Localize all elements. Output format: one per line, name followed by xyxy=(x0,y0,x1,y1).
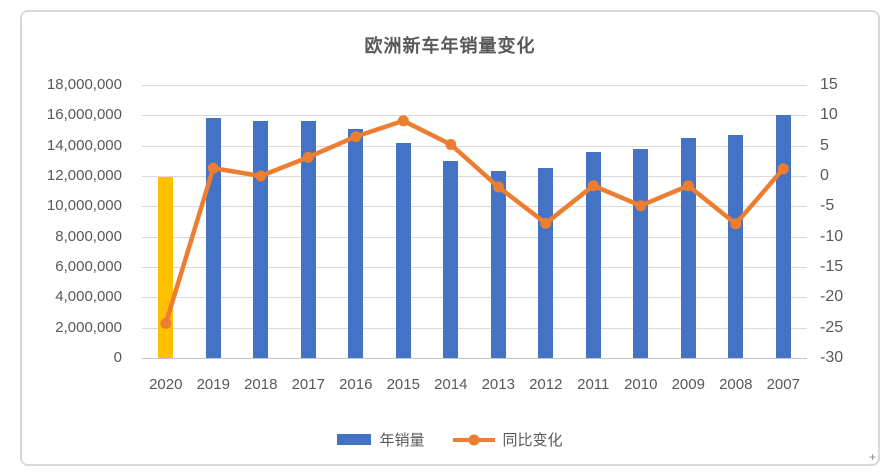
x-axis-label-2017: 2017 xyxy=(291,376,325,393)
right-axis-tick-label: 10 xyxy=(820,106,838,124)
left-axis-tick-label: 6,000,000 xyxy=(55,258,122,275)
right-axis-tick-label: 15 xyxy=(820,76,838,93)
x-axis-line xyxy=(142,358,807,359)
line-marker-2009 xyxy=(682,180,694,192)
right-axis-tick-label: -5 xyxy=(820,197,835,215)
bar-2015 xyxy=(395,142,411,358)
line-marker-2013 xyxy=(492,181,504,193)
line-marker-2020 xyxy=(160,317,172,329)
bar-2016 xyxy=(348,128,364,358)
line-series-swatch xyxy=(452,434,495,445)
gridline xyxy=(142,297,807,299)
right-axis-tick-label: -10 xyxy=(820,227,844,245)
gridline xyxy=(142,327,807,329)
left-axis-tick-label: 12,000,000 xyxy=(46,167,122,184)
left-axis-tick-label: 16,000,000 xyxy=(46,106,122,124)
legend-label-yoy: 同比变化 xyxy=(502,432,563,449)
bar-2014 xyxy=(443,160,459,358)
x-axis-label-2010: 2010 xyxy=(624,376,658,393)
line-marker-2016 xyxy=(350,131,362,143)
x-axis-label-2020: 2020 xyxy=(149,376,183,393)
gridline xyxy=(142,267,807,268)
x-axis-label-2008: 2008 xyxy=(719,376,753,393)
legend: 年销量 同比变化 xyxy=(22,429,878,450)
left-axis-tick-label: 10,000,000 xyxy=(46,197,122,215)
right-axis-tick-label: 0 xyxy=(820,167,829,184)
right-axis-tick-label: -25 xyxy=(820,318,844,336)
x-axis-label-2012: 2012 xyxy=(529,376,563,393)
legend-item-sales: 年销量 xyxy=(337,429,425,450)
x-axis-label-2013: 2013 xyxy=(481,376,515,393)
bar-2013 xyxy=(490,171,506,358)
bar-2009 xyxy=(680,138,696,358)
plot-area xyxy=(142,85,807,359)
x-axis-label-2009: 2009 xyxy=(671,376,705,393)
gridline xyxy=(142,145,807,147)
left-axis-tick-label: 18,000,000 xyxy=(46,76,122,93)
yoy-line-layer xyxy=(160,115,789,329)
line-marker-2011 xyxy=(587,180,599,192)
gridline xyxy=(142,115,807,117)
bar-2011 xyxy=(585,151,601,358)
gridline xyxy=(142,236,807,238)
left-axis-tick-label: 4,000,000 xyxy=(55,288,122,306)
bar-2012 xyxy=(538,168,554,358)
bar-2008 xyxy=(728,135,744,358)
line-marker-2017 xyxy=(302,151,314,163)
line-marker-2019 xyxy=(207,162,219,174)
gridline xyxy=(142,176,807,177)
resize-plus-icon: + xyxy=(869,450,877,464)
line-marker-dot-icon xyxy=(468,434,479,445)
left-axis-tick-label: 8,000,000 xyxy=(55,227,122,245)
x-axis-label-2015: 2015 xyxy=(386,376,420,393)
x-axis-label-2019: 2019 xyxy=(196,376,230,393)
gridline xyxy=(142,85,807,86)
line-marker-2018 xyxy=(255,170,267,182)
bar-2017 xyxy=(300,121,316,358)
line-marker-2015 xyxy=(397,115,409,127)
line-marker-2012 xyxy=(540,217,552,229)
right-axis-tick-label: -15 xyxy=(820,258,844,275)
yoy-line xyxy=(163,118,786,326)
bar-series-swatch xyxy=(337,434,372,445)
x-axis-label-2011: 2011 xyxy=(577,376,610,393)
left-axis-tick-label: 14,000,000 xyxy=(46,136,122,154)
bar-2010 xyxy=(633,148,649,358)
right-axis-tick-label: 5 xyxy=(820,136,829,154)
chart-title: 欧洲新车年销量变化 xyxy=(364,36,536,56)
line-marker-2010 xyxy=(635,200,647,212)
gridline xyxy=(142,206,807,208)
x-axis-label-2014: 2014 xyxy=(434,376,468,393)
line-marker-2014 xyxy=(445,139,457,150)
bar-2018 xyxy=(253,121,269,358)
right-axis-tick-label: -20 xyxy=(820,288,844,306)
legend-item-yoy: 同比变化 xyxy=(452,429,563,450)
line-marker-2007 xyxy=(777,163,789,175)
line-marker-2008 xyxy=(730,218,742,230)
x-axis-label-2018: 2018 xyxy=(244,376,278,393)
legend-label-sales: 年销量 xyxy=(379,432,425,449)
chart-frame[interactable]: 欧洲新车年销量变化 年销量 同比变化 18,000,000 15 16,000,00… xyxy=(20,10,880,466)
right-axis-tick-label: -30 xyxy=(820,349,844,366)
x-axis-label-2007: 2007 xyxy=(766,376,800,393)
left-axis-tick-label: 2,000,000 xyxy=(55,318,122,336)
left-axis-tick-label: 0 xyxy=(113,349,122,366)
x-axis-label-2016: 2016 xyxy=(339,376,373,393)
